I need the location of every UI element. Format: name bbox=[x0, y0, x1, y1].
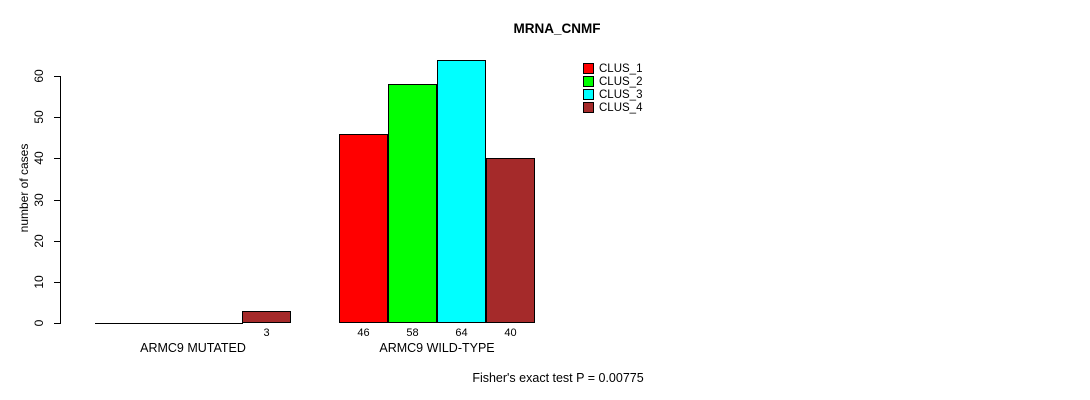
bar-value-label: 58 bbox=[406, 327, 419, 339]
x-category-label: ARMC9 MUTATED bbox=[140, 341, 246, 355]
annotation-text: Fisher's exact test P = 0.00775 bbox=[472, 371, 644, 385]
zero-bar-line bbox=[95, 323, 145, 324]
bar-value-label: 40 bbox=[504, 327, 517, 339]
legend-item: CLUS_1 bbox=[583, 62, 642, 75]
y-tick-mark bbox=[54, 158, 60, 159]
y-axis-title: number of cases bbox=[17, 143, 31, 233]
bar-value-label: 46 bbox=[357, 327, 370, 339]
bar-value-label: 3 bbox=[263, 327, 270, 339]
legend-label: CLUS_4 bbox=[599, 101, 643, 114]
legend-swatch bbox=[583, 89, 594, 100]
x-category-label: ARMC9 WILD-TYPE bbox=[379, 341, 495, 355]
legend-item: CLUS_2 bbox=[583, 75, 642, 88]
y-tick-mark bbox=[54, 76, 60, 77]
legend-item: CLUS_3 bbox=[583, 88, 642, 101]
zero-bar-line bbox=[193, 323, 243, 324]
y-tick-label: 40 bbox=[32, 151, 46, 165]
legend-label: CLUS_3 bbox=[599, 88, 643, 101]
y-tick-label: 30 bbox=[32, 193, 46, 207]
y-tick-mark bbox=[54, 323, 60, 324]
bar-CLUS_4 bbox=[486, 158, 535, 323]
y-axis-line bbox=[60, 76, 61, 324]
legend-swatch bbox=[583, 76, 594, 87]
y-tick-label: 60 bbox=[32, 69, 46, 83]
chart-title: MRNA_CNMF bbox=[513, 21, 601, 36]
legend-swatch bbox=[583, 63, 594, 74]
y-tick-mark bbox=[54, 200, 60, 201]
bar-CLUS_1 bbox=[339, 134, 388, 323]
bar-CLUS_3 bbox=[437, 60, 486, 323]
zero-bar-line bbox=[144, 323, 194, 324]
legend-item: CLUS_4 bbox=[583, 101, 642, 114]
legend-label: CLUS_2 bbox=[599, 75, 643, 88]
y-tick-label: 20 bbox=[32, 234, 46, 248]
y-tick-mark bbox=[54, 282, 60, 283]
legend: CLUS_1 CLUS_2 CLUS_3 CLUS_4 bbox=[583, 62, 642, 114]
legend-swatch bbox=[583, 102, 594, 113]
y-tick-label: 50 bbox=[32, 110, 46, 124]
y-tick-label: 0 bbox=[32, 319, 46, 327]
legend-label: CLUS_1 bbox=[599, 62, 643, 75]
y-tick-mark bbox=[54, 117, 60, 118]
y-tick-mark bbox=[54, 241, 60, 242]
y-tick-label: 10 bbox=[32, 275, 46, 289]
bar-CLUS_4 bbox=[242, 311, 291, 323]
bar-CLUS_2 bbox=[388, 84, 437, 323]
bar-value-label: 64 bbox=[455, 327, 468, 339]
